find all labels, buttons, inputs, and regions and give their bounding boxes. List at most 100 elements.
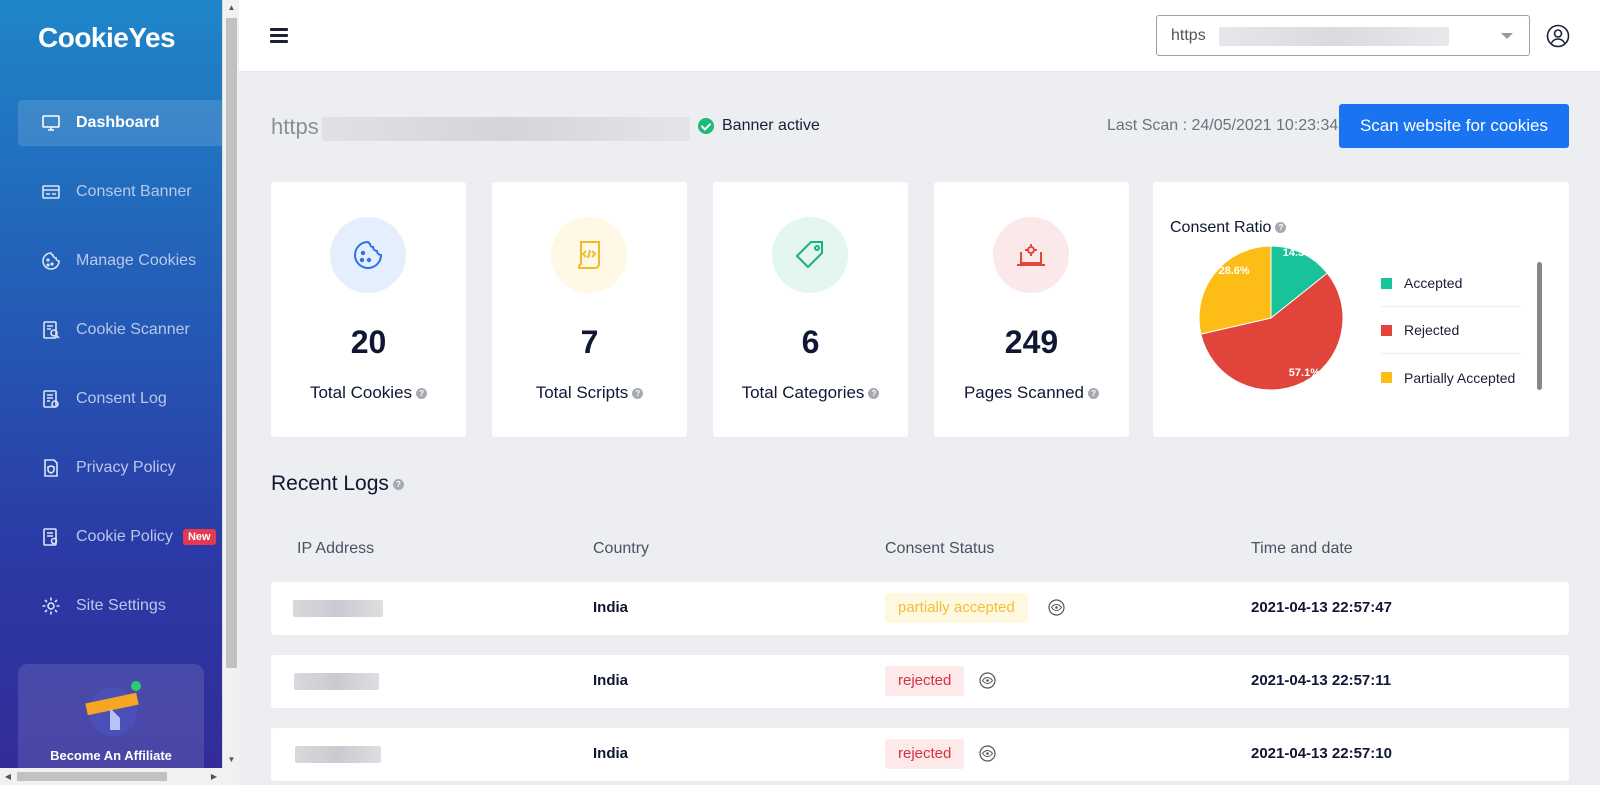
sidebar-item-label: Cookie Scanner: [76, 321, 190, 338]
table-row: India rejected 2021-04-13 22:57:10: [271, 728, 1569, 781]
legend-item[interactable]: Rejected: [1381, 307, 1521, 354]
recent-logs-title: Recent Logs?: [271, 472, 404, 496]
legend-swatch: [1381, 372, 1392, 383]
scroll-up-arrow-icon[interactable]: ▲: [227, 3, 236, 12]
chevron-down-icon: [1501, 33, 1513, 39]
gear-icon: [40, 595, 62, 617]
sidebar-item-label: Dashboard: [76, 114, 160, 131]
scan-website-button[interactable]: Scan website for cookies: [1339, 104, 1569, 148]
consent-status-badge: rejected: [885, 666, 965, 696]
column-header-ip[interactable]: IP Address: [297, 540, 375, 557]
sidebar-item-label: Site Settings: [76, 597, 166, 614]
legend-scrollbar[interactable]: [1537, 262, 1542, 390]
script-icon: [551, 217, 627, 293]
banner-status-label: Banner active: [722, 117, 820, 134]
scrollbar-thumb[interactable]: [17, 772, 167, 781]
sidebar-item-cookie-policy[interactable]: Cookie Policy New: [18, 514, 222, 560]
sidebar-item-site-settings[interactable]: Site Settings: [18, 583, 222, 629]
help-icon[interactable]: ?: [1088, 388, 1100, 400]
site-selector[interactable]: https: [1156, 15, 1530, 56]
sidebar-item-label: Cookie Policy: [76, 528, 173, 545]
table-row: India partially accepted 2021-04-13 22:5…: [271, 582, 1569, 635]
date-cell: 2021-04-13 22:57:47: [1251, 599, 1392, 616]
legend-swatch: [1381, 324, 1392, 336]
legend-label: Rejected: [1404, 322, 1460, 338]
eye-icon[interactable]: [1048, 599, 1065, 616]
pie-data-label: 28.6%: [1218, 265, 1249, 277]
pie-slice-rejected[interactable]: [1200, 272, 1344, 391]
cookie-icon: [330, 217, 406, 293]
eye-icon[interactable]: [979, 745, 996, 762]
stat-value: 249: [1004, 324, 1059, 360]
help-icon[interactable]: ?: [868, 388, 880, 400]
scroll-down-arrow-icon[interactable]: ▼: [227, 755, 236, 764]
site-url-redacted: [1219, 27, 1449, 46]
scroll-right-arrow-icon[interactable]: ▶: [210, 772, 218, 781]
help-icon[interactable]: ?: [632, 388, 644, 400]
site-url-title: https: [271, 114, 319, 139]
affiliate-illustration: [85, 681, 141, 736]
consent-ratio-title-text: Consent Ratio: [1170, 219, 1272, 236]
stat-value: 7: [580, 324, 599, 360]
table-row: India rejected 2021-04-13 22:57:11: [271, 655, 1569, 708]
sidebar-horizontal-scrollbar[interactable]: ◀ ▶: [0, 768, 239, 785]
scanner-icon: [40, 319, 62, 341]
sidebar-item-label: Consent Log: [76, 390, 167, 407]
stat-card-total-categories: 6 Total Categories?: [713, 182, 908, 437]
ip-address-redacted: [293, 600, 383, 617]
stat-label: Pages Scanned?: [934, 383, 1129, 403]
top-bar: https: [239, 0, 1600, 72]
sidebar-item-label: Consent Banner: [76, 183, 192, 200]
sidebar-item-cookie-scanner[interactable]: Cookie Scanner: [18, 307, 222, 353]
ip-address-redacted: [295, 746, 381, 763]
pie-slice-partially-accepted[interactable]: [1198, 245, 1272, 335]
consent-ratio-pie-chart: 14.3% 57.1% 28.6%: [1198, 245, 1344, 391]
stat-label: Total Cookies?: [271, 383, 466, 403]
affiliate-card[interactable]: Become An Affiliate: [18, 664, 204, 785]
scrollbar-thumb[interactable]: [226, 18, 237, 668]
stat-label-text: Pages Scanned: [963, 383, 1085, 402]
stat-card-total-cookies: 20 Total Cookies?: [271, 182, 466, 437]
consent-ratio-title: Consent Ratio?: [1170, 219, 1287, 237]
eye-icon[interactable]: [979, 672, 996, 689]
pie-data-label: 57.1%: [1289, 367, 1320, 379]
sidebar-item-privacy-policy[interactable]: Privacy Policy: [18, 445, 222, 491]
legend-swatch: [1381, 277, 1392, 289]
legend-item[interactable]: Accepted: [1381, 260, 1521, 307]
column-header-time[interactable]: Time and date: [1251, 540, 1353, 557]
laptop-gear-icon: [993, 217, 1069, 293]
sidebar-vertical-scrollbar[interactable]: ▲ ▼: [222, 0, 239, 768]
consent-ratio-legend: Accepted Rejected Partially Accepted: [1381, 260, 1521, 401]
consent-status-badge: rejected: [885, 739, 965, 769]
sidebar-item-dashboard[interactable]: Dashboard: [18, 100, 222, 146]
tag-icon: [772, 217, 848, 293]
recent-logs-title-text: Recent Logs: [271, 472, 389, 495]
cookieyes-logo[interactable]: CookieYes: [38, 22, 176, 53]
sidebar-item-consent-log[interactable]: Consent Log: [18, 376, 222, 422]
help-icon[interactable]: ?: [416, 388, 428, 400]
stat-card-pages-scanned: 249 Pages Scanned?: [934, 182, 1129, 437]
pie-data-label: 14.3%: [1283, 247, 1314, 259]
sidebar-item-consent-banner[interactable]: Consent Banner: [18, 169, 222, 215]
stat-label: Total Scripts?: [492, 383, 687, 403]
consent-ratio-card: Consent Ratio? 14.3% 57.1% 28.6% Accepted R…: [1153, 182, 1569, 437]
stat-value: 6: [801, 324, 820, 360]
menu-icon[interactable]: [270, 28, 288, 44]
sidebar-item-manage-cookies[interactable]: Manage Cookies: [18, 238, 222, 284]
date-cell: 2021-04-13 22:57:11: [1251, 672, 1392, 689]
sidebar-item-label: Manage Cookies: [76, 252, 197, 269]
country-cell: India: [593, 599, 629, 616]
legend-label: Partially Accepted: [1404, 369, 1516, 386]
help-icon[interactable]: ?: [1275, 222, 1287, 234]
legend-item[interactable]: Partially Accepted: [1381, 354, 1521, 401]
sidebar-nav: Dashboard Consent Banner Manage Cookies …: [18, 100, 222, 652]
scroll-left-arrow-icon[interactable]: ◀: [4, 772, 12, 781]
column-header-country[interactable]: Country: [593, 540, 650, 557]
help-icon[interactable]: ?: [392, 478, 404, 490]
legend-label: Accepted: [1404, 275, 1463, 291]
stat-card-total-scripts: 7 Total Scripts?: [492, 182, 687, 437]
user-account-icon[interactable]: [1546, 24, 1570, 48]
column-header-consent-status[interactable]: Consent Status: [885, 540, 995, 557]
pie-slice-accepted[interactable]: [1270, 245, 1329, 320]
